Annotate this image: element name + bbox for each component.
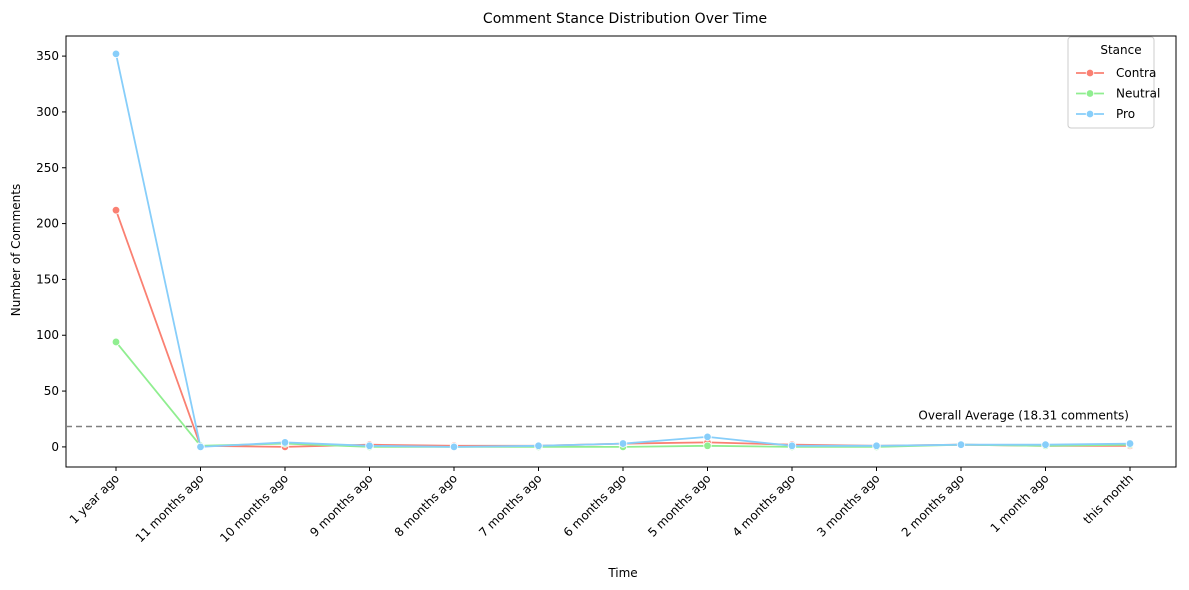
data-point-pro bbox=[703, 432, 712, 442]
legend: Stance Contra Neutral Pro bbox=[1067, 36, 1160, 129]
x-tick-label: 5 months ago bbox=[645, 471, 713, 539]
legend-frame bbox=[1067, 36, 1155, 129]
legend-marker-contra bbox=[1085, 68, 1095, 78]
x-tick-label: 1 year ago bbox=[67, 471, 122, 526]
x-tick-label: 9 months ago bbox=[307, 471, 375, 539]
y-tick-label: 0 bbox=[51, 440, 59, 454]
x-tick-label: this month bbox=[1080, 471, 1136, 527]
y-tick-label: 350 bbox=[36, 49, 59, 63]
legend-marker-pro bbox=[1085, 109, 1095, 119]
data-point-pro bbox=[956, 440, 966, 449]
y-tick-label: 150 bbox=[36, 272, 59, 286]
data-point-pro bbox=[872, 441, 881, 450]
x-tick-label: 2 months ago bbox=[899, 471, 967, 539]
legend-label-pro: Pro bbox=[1116, 107, 1135, 121]
data-point-pro bbox=[1125, 439, 1135, 448]
y-tick-label: 50 bbox=[44, 384, 59, 398]
data-point-neutral bbox=[703, 441, 712, 450]
data-point-pro bbox=[618, 439, 628, 448]
x-tick-label: 3 months ago bbox=[814, 471, 882, 539]
x-tick-label: 1 month ago bbox=[988, 471, 1052, 535]
data-point-pro bbox=[365, 441, 374, 450]
y-axis-title: Number of Comments bbox=[9, 184, 23, 316]
series-line-pro bbox=[115, 53, 1131, 448]
plot-area: 0 50 100 150 200 250 300 350 1 year ago 11 months… bbox=[36, 35, 1177, 545]
legend-label-contra: Contra bbox=[1116, 66, 1156, 80]
data-point-pro bbox=[1041, 440, 1050, 449]
x-tick-label: 11 months ago bbox=[133, 471, 207, 545]
series-line-neutral bbox=[115, 341, 1131, 448]
x-tick-label: 4 months ago bbox=[730, 471, 798, 539]
x-tick-label: 7 months ago bbox=[476, 471, 544, 539]
x-axis-title: Time bbox=[607, 566, 637, 580]
data-point-pro bbox=[280, 438, 290, 447]
chart-title: Comment Stance Distribution Over Time bbox=[483, 11, 767, 27]
average-line-label: Overall Average (18.31 comments) bbox=[918, 408, 1129, 422]
y-tick-label: 250 bbox=[36, 161, 59, 175]
data-point-neutral bbox=[111, 337, 121, 347]
data-point-pro bbox=[449, 442, 459, 452]
y-tick-label: 100 bbox=[36, 328, 59, 342]
legend-label-neutral: Neutral bbox=[1116, 87, 1160, 101]
data-point-pro bbox=[111, 49, 121, 59]
data-point-pro bbox=[196, 442, 205, 452]
x-tick-label: 8 months ago bbox=[392, 471, 460, 539]
legend-marker-neutral bbox=[1085, 89, 1095, 98]
x-tick-label: 10 months ago bbox=[217, 471, 291, 545]
y-tick-label: 200 bbox=[36, 217, 59, 231]
data-point-contra bbox=[111, 205, 121, 215]
legend-title: Stance bbox=[1100, 43, 1141, 57]
plot-frame bbox=[65, 35, 1177, 468]
data-point-pro bbox=[787, 441, 797, 450]
y-tick-label: 300 bbox=[36, 105, 59, 119]
x-tick-label: 6 months ago bbox=[561, 471, 629, 539]
data-point-pro bbox=[534, 441, 543, 450]
